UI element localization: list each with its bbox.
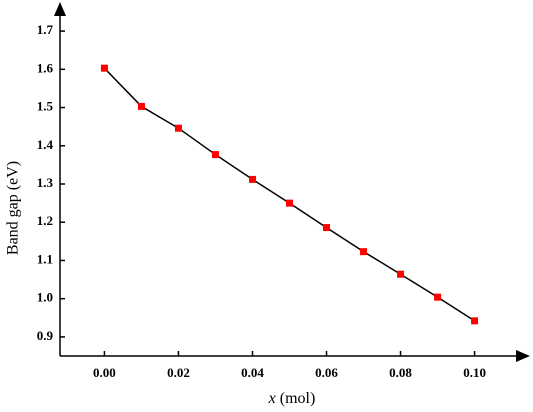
- series-line: [103, 67, 475, 322]
- y-axis-arrow: [54, 2, 66, 16]
- data-point: [248, 175, 256, 183]
- y-ticks: 0.9 1.0 1.1 1.2 1.3 1.4 1.5 1.6 1.7: [37, 22, 65, 343]
- data-point: [174, 124, 182, 132]
- x-tick-label: 0.00: [93, 365, 116, 380]
- data-point: [434, 293, 442, 301]
- x-ticks: 0.00 0.02 0.04 0.06 0.08 0.10: [93, 351, 486, 380]
- x-axis-title: x (mol): [268, 390, 316, 407]
- x-tick-label: 0.08: [389, 365, 412, 380]
- x-tick-label: 0.06: [315, 365, 338, 380]
- y-tick-label: 1.1: [37, 251, 53, 266]
- y-tick-label: 1.5: [37, 99, 54, 114]
- y-tick-label: 1.2: [37, 213, 53, 228]
- y-tick-label: 0.9: [37, 328, 54, 343]
- y-tick-label: 1.6: [37, 60, 54, 75]
- data-point: [211, 151, 219, 159]
- x-tick-label: 0.02: [167, 365, 190, 380]
- y-tick-label: 1.4: [37, 137, 54, 152]
- x-tick-label: 0.04: [241, 365, 264, 380]
- y-tick-label: 1.3: [37, 175, 54, 190]
- y-tick-label: 1.7: [37, 22, 54, 37]
- series: [100, 64, 479, 325]
- data-point: [360, 248, 368, 256]
- x-axis-arrow: [516, 350, 530, 362]
- y-axis-title: Band gap (eV): [5, 161, 22, 255]
- data-point: [323, 224, 331, 232]
- x-axis-title-unit: (mol): [276, 390, 316, 407]
- data-point: [100, 64, 108, 72]
- data-point: [397, 270, 405, 278]
- data-point: [286, 199, 293, 207]
- data-point: [137, 102, 145, 110]
- x-tick-label: 0.10: [463, 365, 486, 380]
- y-tick-label: 1.0: [37, 290, 53, 305]
- data-point: [471, 317, 479, 325]
- x-axis-title-variable: x: [268, 390, 276, 407]
- axes: [54, 2, 530, 362]
